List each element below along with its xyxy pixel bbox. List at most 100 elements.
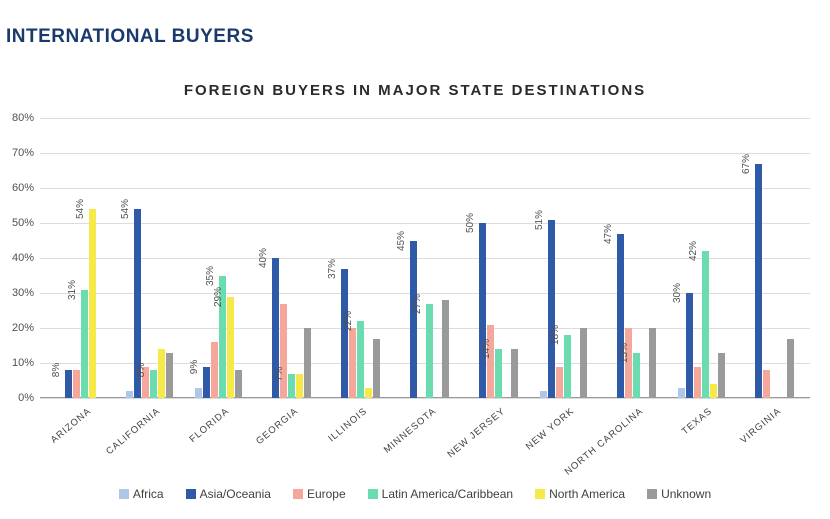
bar: 18%: [564, 335, 571, 398]
y-axis-label: 80%: [12, 112, 34, 124]
x-axis-label: GEORGIA: [250, 401, 300, 447]
y-axis-label: 0%: [18, 392, 34, 404]
legend-item: Europe: [293, 487, 346, 501]
bar: [365, 388, 372, 399]
bar: [442, 300, 449, 398]
legend-item: Asia/Oceania: [186, 487, 271, 501]
bar: 54%: [89, 209, 96, 398]
y-axis-label: 70%: [12, 147, 34, 159]
bar-group: NORTH CAROLINA47%13%: [609, 118, 656, 398]
chart-legend: Africa Asia/Oceania Europe Latin America/Ca…: [0, 487, 830, 501]
bar: 47%: [617, 234, 624, 399]
bar-value-label: 54%: [120, 199, 133, 219]
legend-item: Africa: [119, 487, 164, 501]
bar-group: TEXAS30%42%: [678, 118, 725, 398]
bar: [73, 370, 80, 398]
bar-group: MINNESOTA45%27%: [402, 118, 449, 398]
bar-group: NEW JERSEY50%14%: [471, 118, 518, 398]
bar-group: GEORGIA40%7%: [264, 118, 311, 398]
bar-value-label: 30%: [672, 283, 685, 303]
legend-swatch: [186, 489, 196, 499]
bar: 7%: [288, 374, 295, 399]
bar: [487, 325, 494, 399]
bar-group: ARIZONA8%31%54%: [57, 118, 104, 398]
bar: [158, 349, 165, 398]
bar-value-label: 54%: [75, 199, 88, 219]
bar-value-label: 7%: [274, 366, 287, 380]
x-axis-label: TEXAS: [676, 401, 715, 437]
bar: 8%: [150, 370, 157, 398]
bar: [195, 388, 202, 399]
bar: 45%: [410, 241, 417, 399]
bar-value-label: 42%: [688, 241, 701, 261]
x-axis-label: VIRGINIA: [734, 401, 783, 446]
chart-area: 0%10%20%30%40%50%60%70%80%ARIZONA8%31%54…: [40, 118, 810, 398]
x-axis-label: ILLINOIS: [323, 401, 370, 444]
bar: [678, 388, 685, 399]
bar: 42%: [702, 251, 709, 398]
bar-value-label: 37%: [327, 258, 340, 278]
bar-value-label: 31%: [67, 279, 80, 299]
bar: [235, 370, 242, 398]
bar: 8%: [65, 370, 72, 398]
bar-value-label: 40%: [258, 248, 271, 268]
grid-line: [40, 398, 810, 399]
bar: 29%: [227, 297, 234, 399]
bar: [373, 339, 380, 399]
bar-group: VIRGINIA67%: [747, 118, 794, 398]
bar-value-label: 18%: [550, 325, 563, 345]
bar-value-label: 29%: [213, 286, 226, 306]
y-axis-label: 20%: [12, 322, 34, 334]
legend-label: Unknown: [661, 487, 711, 501]
bar: 67%: [755, 164, 762, 399]
legend-label: Europe: [307, 487, 346, 501]
bar: [349, 328, 356, 398]
chart-title: FOREIGN BUYERS IN MAJOR STATE DESTINATIO…: [0, 82, 830, 99]
legend-item: Latin America/Caribbean: [368, 487, 513, 501]
x-axis-label: NEW JERSEY: [442, 401, 508, 460]
bar: 51%: [548, 220, 555, 399]
bar-value-label: 35%: [205, 265, 218, 285]
bar-value-label: 13%: [619, 342, 632, 362]
legend-label: Africa: [133, 487, 164, 501]
bar: [126, 391, 133, 398]
bar-group: FLORIDA9%35%29%: [195, 118, 242, 398]
legend-label: Asia/Oceania: [200, 487, 271, 501]
y-axis-label: 60%: [12, 182, 34, 194]
bar-value-label: 8%: [136, 363, 149, 377]
bar-group: CALIFORNIA54%8%: [126, 118, 173, 398]
bar: [580, 328, 587, 398]
bar-group: ILLINOIS37%22%: [333, 118, 380, 398]
bar: 27%: [426, 304, 433, 399]
x-axis-label: NEW YORK: [520, 401, 577, 452]
bar: [211, 342, 218, 398]
bar-value-label: 50%: [465, 213, 478, 233]
bar: [540, 391, 547, 398]
bar-value-label: 51%: [534, 209, 547, 229]
x-axis-label: MINNESOTA: [378, 401, 439, 456]
bar: [694, 367, 701, 399]
y-axis-label: 10%: [12, 357, 34, 369]
legend-item: North America: [535, 487, 625, 501]
bar: 22%: [357, 321, 364, 398]
bar: 13%: [633, 353, 640, 399]
y-axis-label: 30%: [12, 287, 34, 299]
bar-value-label: 27%: [412, 293, 425, 313]
legend-swatch: [647, 489, 657, 499]
bar-value-label: 8%: [51, 363, 64, 377]
bar: [296, 374, 303, 399]
x-axis-label: FLORIDA: [184, 401, 232, 445]
bar-value-label: 45%: [396, 230, 409, 250]
x-axis-label: ARIZONA: [45, 401, 94, 446]
bar: [280, 304, 287, 399]
bar: [511, 349, 518, 398]
y-axis-label: 40%: [12, 252, 34, 264]
bar-value-label: 22%: [343, 311, 356, 331]
bar: 14%: [495, 349, 502, 398]
bar-value-label: 67%: [741, 153, 754, 173]
page: { "section_title": "INTERNATIONAL BUYERS…: [0, 0, 830, 519]
legend-label: Latin America/Caribbean: [382, 487, 513, 501]
x-axis-label: CALIFORNIA: [100, 401, 162, 457]
bar: [166, 353, 173, 399]
bar: [763, 370, 770, 398]
